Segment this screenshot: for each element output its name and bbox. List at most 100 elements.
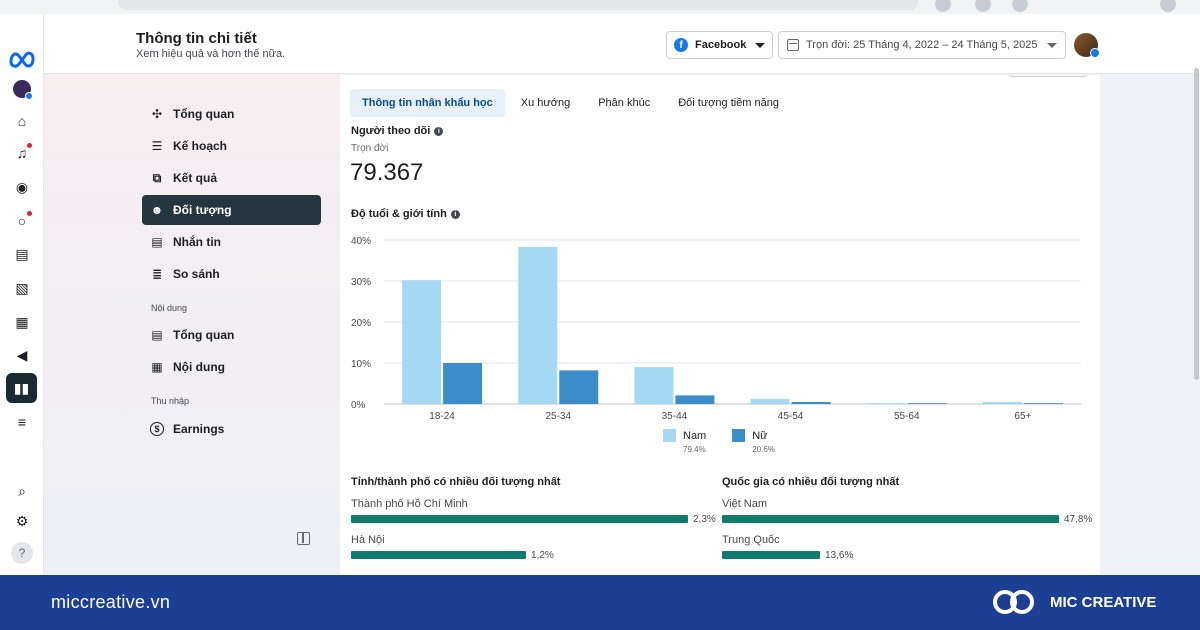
- help-icon[interactable]: ?: [11, 542, 33, 564]
- insights-icon[interactable]: ▮▮: [6, 373, 37, 403]
- contact-card-icon[interactable]: ▤: [15, 245, 29, 262]
- country-value: 13,6%: [825, 550, 854, 561]
- sidebar-item-earnings[interactable]: $ Earnings: [142, 414, 321, 444]
- bar-female: [443, 363, 483, 404]
- y-tick-label: 10%: [351, 359, 371, 370]
- sidebar-item-label: Kế hoạch: [173, 139, 228, 153]
- date-range-label: Trọn đời: 25 Tháng 4, 2022 – 24 Tháng 5,…: [806, 39, 1038, 51]
- followers-period: Trọn đời: [351, 143, 389, 154]
- country-bar: [722, 551, 820, 559]
- compass-icon[interactable]: ◉: [15, 178, 29, 195]
- sidebar-item-audience[interactable]: ☻ Đối tượng: [142, 195, 321, 225]
- chevron-down-icon: [755, 42, 765, 48]
- mic-creative-logo: [993, 590, 1034, 614]
- city-value: 1,2%: [531, 550, 554, 561]
- meta-logo[interactable]: [8, 48, 36, 68]
- country-bar: [722, 515, 1059, 523]
- info-icon[interactable]: i: [450, 209, 460, 219]
- age-gender-title: Độ tuổi & giới tính i: [351, 208, 460, 220]
- audience-tabs: Thông tin nhân khẩu học Xu hướng Phân kh…: [350, 89, 795, 117]
- megaphone-icon[interactable]: ◀: [16, 346, 28, 363]
- tab-demographics[interactable]: Thông tin nhân khẩu học: [350, 89, 505, 117]
- x-tick-label: 18-24: [429, 411, 455, 422]
- age-gender-chart: 0% 10% 20% 30% 40% 18-24 25-34 35-44 45-54 55-64 6…: [351, 236, 1081, 422]
- country-value: 47,8%: [1064, 514, 1093, 525]
- city-bar: [351, 515, 688, 523]
- address-bar[interactable]: [118, 0, 918, 10]
- facebook-icon: f: [674, 38, 688, 52]
- results-icon: ⧉: [152, 170, 162, 185]
- y-tick-label: 40%: [351, 236, 371, 247]
- scrollbar[interactable]: [1194, 68, 1199, 380]
- extension-icon[interactable]: [975, 0, 991, 12]
- page-gutter: [1100, 75, 1200, 575]
- calendar-icon[interactable]: ▦: [15, 313, 29, 330]
- export-button[interactable]: [1008, 75, 1088, 77]
- followers-title-text: Người theo dõi: [351, 125, 431, 137]
- bar-male: [402, 280, 442, 404]
- bar-male: [518, 246, 558, 404]
- profile-icon[interactable]: [11, 78, 33, 100]
- x-tick-label: 35-44: [662, 411, 688, 422]
- sidebar-item-compare[interactable]: ≣ So sánh: [142, 259, 321, 289]
- legend-item-male[interactable]: Nam 79.4%: [663, 429, 706, 454]
- content-icon[interactable]: ▧: [15, 279, 29, 296]
- calendar-icon: [787, 39, 799, 51]
- menu-icon[interactable]: ≡: [17, 414, 27, 430]
- y-tick-label: 0%: [351, 400, 366, 411]
- sidebar-item-label: Tổng quan: [173, 107, 235, 121]
- gear-icon[interactable]: ⚙: [15, 512, 29, 529]
- legend-label: Nam: [683, 429, 707, 442]
- sidebar-item-label: Nhắn tin: [173, 235, 221, 249]
- sidebar-item-messaging[interactable]: ▤ Nhắn tin: [142, 227, 321, 257]
- sidebar-item-content-overview[interactable]: ▤ Tổng quan: [142, 320, 321, 350]
- collapse-sidebar-icon[interactable]: [297, 532, 310, 545]
- info-icon[interactable]: i: [434, 126, 444, 136]
- legend-item-female[interactable]: Nữ 20.6%: [732, 429, 775, 454]
- top-cities-title: Tỉnh/thành phố có nhiều đối tượng nhất: [351, 476, 561, 488]
- bar-male: [634, 367, 674, 404]
- search-icon[interactable]: ⌕: [18, 482, 26, 499]
- bar-female: [907, 403, 947, 404]
- sidebar-item-content[interactable]: ▦ Nội dung: [142, 352, 321, 382]
- compare-icon: ≣: [151, 267, 163, 281]
- facebook-badge-icon: [1090, 48, 1100, 58]
- platform-dropdown[interactable]: f Facebook: [666, 31, 773, 59]
- legend-total: 79.4%: [683, 445, 706, 454]
- extension-icon[interactable]: [1012, 0, 1028, 12]
- overview-icon: ✣: [151, 107, 163, 121]
- tab-segments[interactable]: Phân khúc: [598, 97, 651, 109]
- date-range-dropdown[interactable]: Trọn đời: 25 Tháng 4, 2022 – 24 Tháng 5,…: [778, 31, 1066, 59]
- tab-trends[interactable]: Xu hướng: [520, 97, 571, 109]
- bar-female: [559, 370, 599, 404]
- x-tick-label: 55-64: [894, 411, 920, 422]
- bar-male: [982, 401, 1022, 404]
- browser-profile-icon[interactable]: [1160, 0, 1176, 12]
- extension-icon[interactable]: [935, 0, 951, 12]
- page-title: Thông tin chi tiết: [136, 30, 257, 47]
- sidebar-item-label: So sánh: [173, 267, 220, 281]
- bar-female: [1023, 403, 1063, 404]
- sidebar-item-label: Earnings: [173, 422, 225, 436]
- sidebar-item-label: Kết quả: [173, 171, 218, 185]
- sidebar-item-overview[interactable]: ✣ Tổng quan: [142, 99, 321, 129]
- audience-panel: Thông tin nhân khẩu học Xu hướng Phân kh…: [340, 75, 1100, 575]
- bar-male: [866, 403, 906, 404]
- top-countries-title: Quốc gia có nhiều đối tượng nhất: [722, 476, 900, 488]
- legend-swatch: [663, 429, 676, 442]
- home-icon[interactable]: ⌂: [17, 113, 27, 129]
- city-label: Thành phố Hồ Chí Minh: [351, 498, 468, 510]
- country-label: Việt Nam: [722, 498, 768, 510]
- sidebar-item-results[interactable]: ⧉ Kết quả: [142, 163, 321, 193]
- sidebar-item-plan[interactable]: ☰ Kế hoạch: [142, 131, 321, 161]
- bell-icon[interactable]: ♫: [11, 142, 33, 164]
- y-tick-label: 20%: [351, 318, 371, 329]
- insights-sidebar: ✣ Tổng quan ☰ Kế hoạch ⧉ Kết quả ☻ Đối t…: [44, 75, 340, 575]
- chart-title-text: Độ tuổi & giới tính: [351, 208, 447, 220]
- messaging-icon: ▤: [151, 235, 163, 249]
- tab-potential-audience[interactable]: Đối tượng tiềm năng: [678, 97, 779, 109]
- chat-icon[interactable]: ○: [11, 210, 33, 232]
- dollar-icon: $: [150, 422, 164, 436]
- page-header: Thông tin chi tiết Xem hiệu quả và hơn t…: [44, 14, 1200, 74]
- city-label: Hà Nội: [351, 534, 385, 546]
